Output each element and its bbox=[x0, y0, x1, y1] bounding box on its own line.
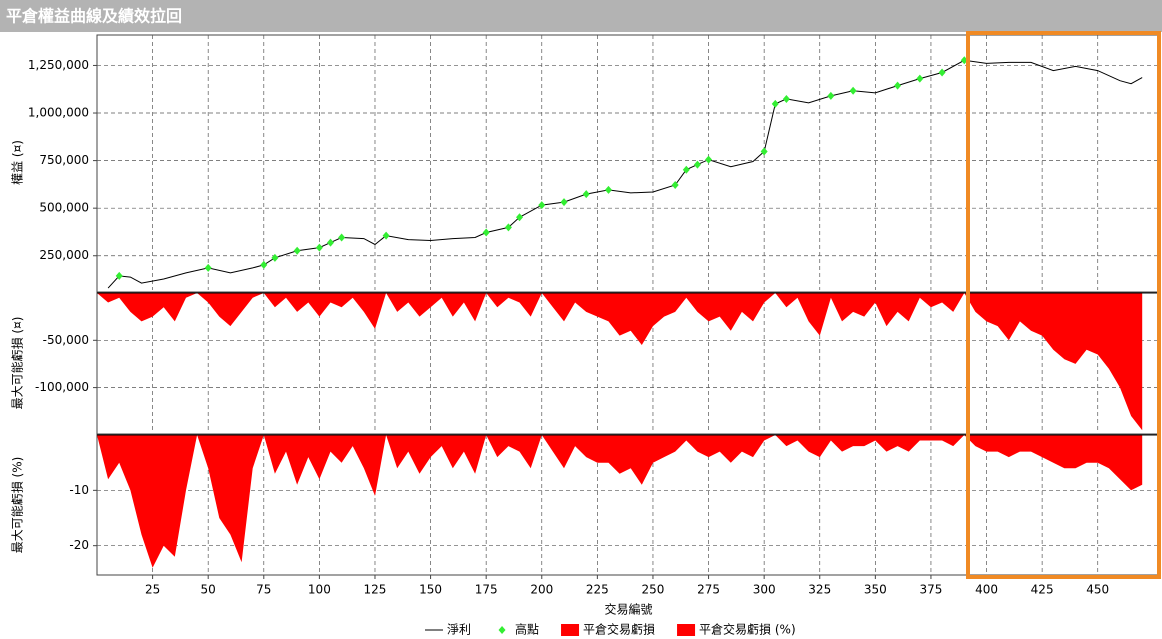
high-point bbox=[582, 190, 590, 199]
legend-label: 淨利 bbox=[447, 623, 471, 637]
x-tick-label: 50 bbox=[201, 583, 216, 597]
y-tick-label: -100,000 bbox=[35, 380, 89, 394]
high-point bbox=[260, 260, 268, 269]
high-point bbox=[827, 91, 835, 100]
y-tick-label: 500,000 bbox=[39, 201, 89, 215]
x-tick-label: 275 bbox=[697, 583, 720, 597]
high-point bbox=[516, 213, 524, 222]
drawdown-area bbox=[97, 293, 1143, 431]
high-point bbox=[338, 233, 346, 242]
high-point bbox=[938, 68, 946, 77]
y-tick-label: 1,000,000 bbox=[28, 106, 89, 120]
high-point bbox=[293, 246, 301, 255]
x-tick-label: 425 bbox=[1031, 583, 1054, 597]
high-point bbox=[760, 147, 768, 156]
highlight-box bbox=[966, 31, 1161, 579]
legend-label: 平倉交易虧損 bbox=[583, 622, 655, 637]
high-point bbox=[771, 99, 779, 108]
x-tick-label: 325 bbox=[808, 583, 831, 597]
high-point bbox=[916, 74, 924, 83]
legend-label: 平倉交易虧損 (%) bbox=[699, 622, 796, 637]
high-point bbox=[782, 94, 790, 103]
x-tick-label: 300 bbox=[753, 583, 776, 597]
drawdown-area bbox=[97, 435, 1143, 568]
y-tick-label: -20 bbox=[69, 538, 89, 552]
x-axis-label: 交易編號 bbox=[604, 602, 652, 617]
x-tick-label: 125 bbox=[364, 583, 387, 597]
high-point bbox=[115, 271, 123, 280]
legend-swatch bbox=[498, 626, 506, 634]
high-point bbox=[693, 160, 701, 169]
high-point bbox=[682, 165, 690, 174]
x-tick-label: 250 bbox=[642, 583, 665, 597]
x-tick-label: 200 bbox=[530, 583, 553, 597]
chart-title: 平倉權益曲線及績效拉回 bbox=[6, 7, 182, 26]
x-tick-label: 25 bbox=[145, 583, 160, 597]
y-tick-label: -10 bbox=[69, 483, 89, 497]
y-tick-label: 750,000 bbox=[39, 153, 89, 167]
title-bar bbox=[0, 0, 1162, 32]
y-tick-label: 1,250,000 bbox=[28, 58, 89, 72]
equity-line bbox=[107, 59, 1143, 289]
high-point bbox=[382, 231, 390, 240]
high-point bbox=[271, 253, 279, 262]
x-tick-label: 350 bbox=[864, 583, 887, 597]
legend-swatch bbox=[677, 624, 696, 636]
high-point bbox=[671, 180, 679, 189]
high-point bbox=[849, 86, 857, 95]
high-point bbox=[504, 223, 512, 232]
high-point bbox=[705, 155, 713, 164]
x-tick-label: 175 bbox=[475, 583, 498, 597]
y-axis-label: 權益 (¤) bbox=[11, 140, 25, 185]
high-point bbox=[315, 243, 323, 252]
x-tick-label: 400 bbox=[975, 583, 998, 597]
x-tick-label: 150 bbox=[419, 583, 442, 597]
x-tick-label: 225 bbox=[586, 583, 609, 597]
legend-label: 高點 bbox=[515, 622, 539, 637]
high-point bbox=[560, 198, 568, 207]
high-point bbox=[204, 263, 212, 272]
x-tick-label: 100 bbox=[308, 583, 331, 597]
y-tick-label: 250,000 bbox=[39, 248, 89, 262]
high-point bbox=[482, 228, 490, 237]
high-point bbox=[327, 238, 335, 247]
x-tick-label: 375 bbox=[919, 583, 942, 597]
x-tick-label: 75 bbox=[256, 583, 271, 597]
y-axis-label: 最大可能虧損 (¤) bbox=[10, 317, 25, 410]
y-tick-label: -50,000 bbox=[43, 333, 89, 347]
x-tick-label: 450 bbox=[1086, 583, 1109, 597]
legend-swatch bbox=[561, 624, 580, 636]
high-point bbox=[538, 201, 546, 210]
high-point bbox=[894, 81, 902, 90]
y-axis-label: 最大可能虧損 (%) bbox=[10, 457, 25, 554]
high-point bbox=[604, 185, 612, 194]
